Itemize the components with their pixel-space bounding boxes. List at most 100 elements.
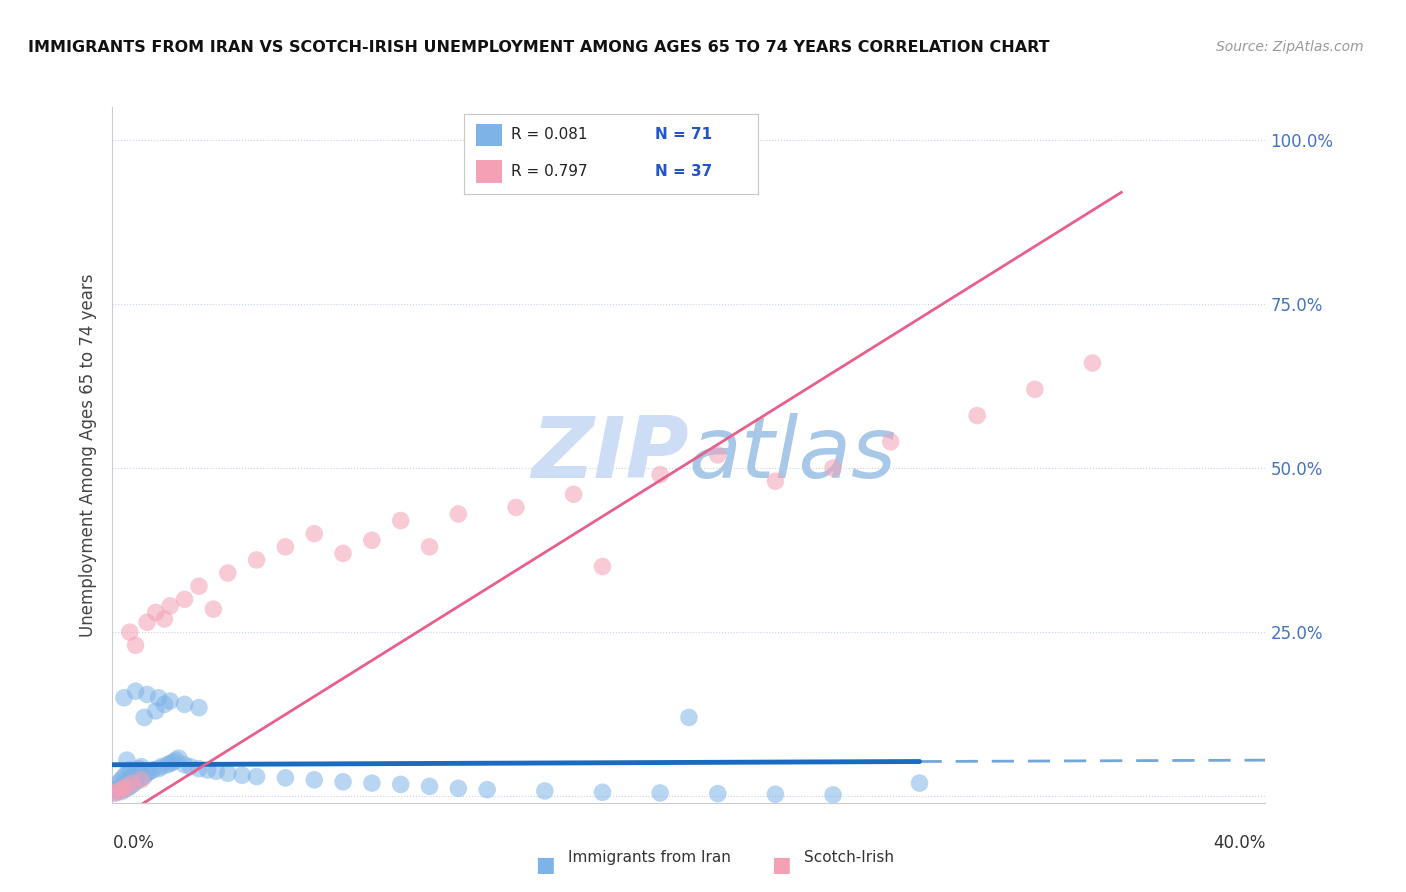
Point <box>112 782 135 797</box>
Point <box>966 409 988 423</box>
Point <box>360 533 382 548</box>
Point <box>197 763 219 777</box>
Point <box>121 777 143 791</box>
Point <box>145 606 167 620</box>
Point <box>110 782 132 797</box>
Point <box>134 770 156 784</box>
Point <box>202 602 225 616</box>
Point <box>650 786 672 800</box>
Point <box>124 638 146 652</box>
Point <box>129 772 153 787</box>
Point <box>217 566 239 580</box>
Point <box>173 698 195 712</box>
Point <box>118 772 141 787</box>
Point <box>156 757 179 772</box>
Point <box>475 782 499 797</box>
Point <box>765 474 787 488</box>
Point <box>104 786 127 800</box>
Point <box>534 784 557 798</box>
Point <box>139 764 162 779</box>
Text: ■: ■ <box>772 855 792 875</box>
Point <box>104 782 127 797</box>
Text: 0.0%: 0.0% <box>112 834 155 852</box>
Point <box>447 507 470 521</box>
Point <box>153 612 176 626</box>
Text: Source: ZipAtlas.com: Source: ZipAtlas.com <box>1216 40 1364 54</box>
Point <box>389 514 412 528</box>
Point <box>127 762 149 776</box>
Point <box>115 781 138 796</box>
Point <box>115 753 138 767</box>
Point <box>121 770 143 784</box>
Point <box>592 559 614 574</box>
Text: IMMIGRANTS FROM IRAN VS SCOTCH-IRISH UNEMPLOYMENT AMONG AGES 65 TO 74 YEARS CORR: IMMIGRANTS FROM IRAN VS SCOTCH-IRISH UNE… <box>28 40 1050 55</box>
Point <box>112 770 135 784</box>
Point <box>134 710 156 724</box>
Point <box>150 760 173 774</box>
Point <box>110 784 132 798</box>
Point <box>145 704 167 718</box>
Point <box>205 764 228 779</box>
Point <box>650 467 672 482</box>
Point <box>167 751 190 765</box>
Point <box>620 133 643 147</box>
Point <box>153 698 176 712</box>
Point <box>765 787 787 801</box>
Point <box>159 599 181 613</box>
Point <box>159 756 181 771</box>
Text: 40.0%: 40.0% <box>1213 834 1265 852</box>
Point <box>246 770 269 784</box>
Point <box>188 700 211 714</box>
Point <box>389 777 412 791</box>
Point <box>112 781 135 796</box>
Point <box>304 772 326 787</box>
Point <box>332 546 354 560</box>
Point <box>124 774 146 789</box>
Point <box>107 776 129 790</box>
Point <box>136 766 159 780</box>
Point <box>118 780 141 794</box>
Point <box>419 780 441 794</box>
Point <box>110 780 132 794</box>
Point <box>447 781 470 796</box>
Point <box>274 771 297 785</box>
Point <box>821 461 844 475</box>
Point <box>112 690 135 705</box>
Y-axis label: Unemployment Among Ages 65 to 74 years: Unemployment Among Ages 65 to 74 years <box>79 273 97 637</box>
Point <box>678 710 700 724</box>
Point <box>129 771 153 785</box>
Point <box>118 625 141 640</box>
Point <box>505 500 527 515</box>
Point <box>107 781 129 796</box>
Point <box>148 762 170 776</box>
Point <box>173 592 195 607</box>
Point <box>115 776 138 790</box>
Point <box>908 776 931 790</box>
Text: atlas: atlas <box>689 413 897 497</box>
Point <box>707 787 730 801</box>
Point <box>124 764 146 779</box>
Point <box>188 762 211 776</box>
Point <box>562 487 585 501</box>
Point <box>107 784 129 798</box>
Text: ZIP: ZIP <box>531 413 689 497</box>
Point <box>129 760 153 774</box>
Point <box>148 690 170 705</box>
Point <box>1081 356 1104 370</box>
Point <box>159 694 181 708</box>
Point <box>142 763 165 777</box>
Point <box>124 684 146 698</box>
Point <box>136 615 159 630</box>
Point <box>173 757 195 772</box>
Point <box>136 688 159 702</box>
Point <box>165 753 187 767</box>
Point <box>360 776 382 790</box>
Point <box>707 448 730 462</box>
Point <box>112 777 135 791</box>
Point <box>231 768 253 782</box>
Point <box>880 434 903 449</box>
Point <box>419 540 441 554</box>
Point <box>304 526 326 541</box>
Text: ■: ■ <box>534 855 555 875</box>
Text: Scotch-Irish: Scotch-Irish <box>804 850 894 865</box>
